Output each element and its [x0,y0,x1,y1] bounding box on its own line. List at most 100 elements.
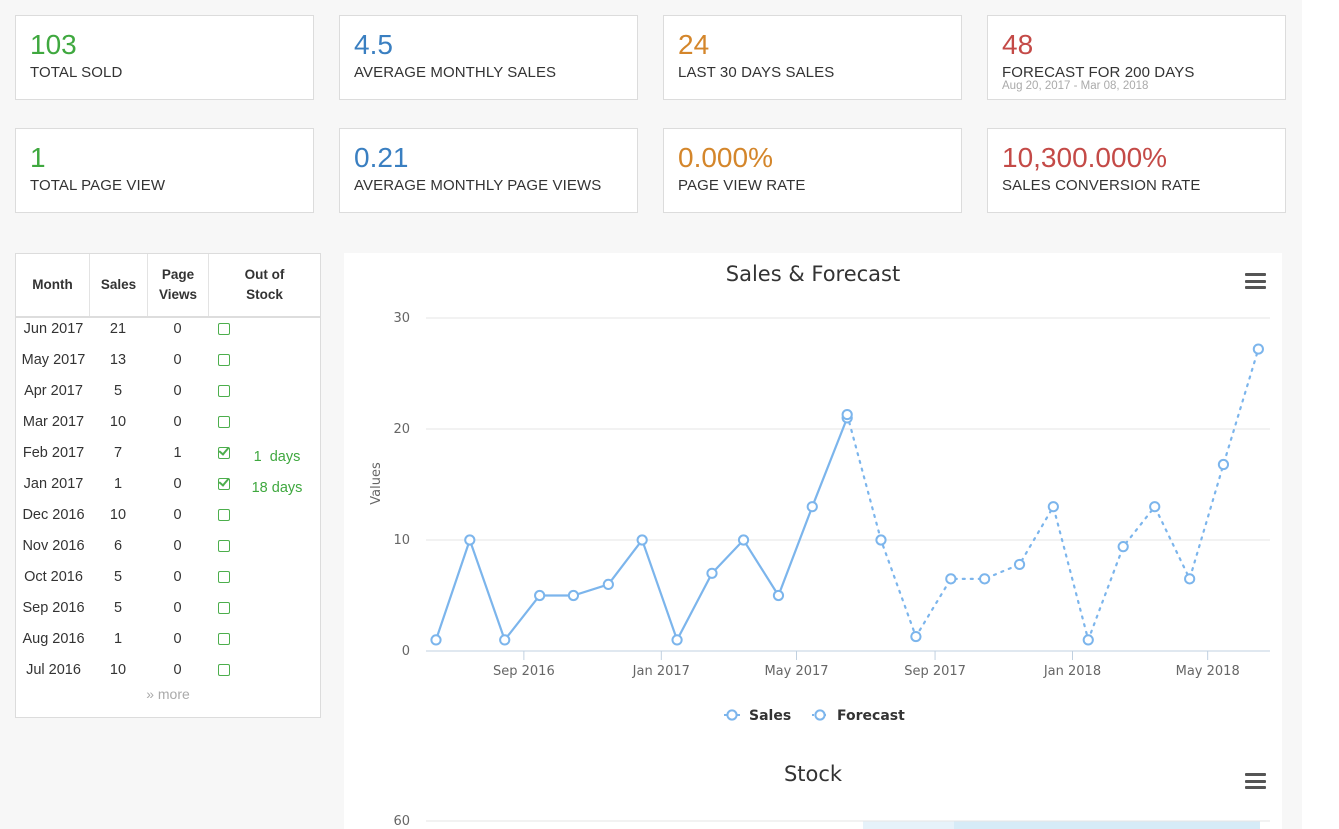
data-point-sales[interactable] [430,634,442,646]
stat-value: 4.5 [354,29,393,60]
series-line-sales [434,416,849,643]
cell-month: Oct 2016 [24,569,83,585]
stat-card-forecast: 48 FORECAST FOR 200 DAYS Aug 20, 2017 - … [987,15,1286,100]
data-point-forecast[interactable] [979,573,991,585]
unchecked-icon [218,633,230,645]
data-point-sales[interactable] [602,578,614,590]
unchecked-icon [218,385,230,397]
legend-label: Sales [749,708,791,724]
double-chevron-down-icon: » [146,686,154,702]
column-header-out-of-stock[interactable]: Out of Stock [208,254,320,316]
column-header-sales[interactable]: Sales [89,254,147,316]
stat-label: TOTAL PAGE VIEW [30,177,166,194]
data-point-forecast[interactable] [1013,558,1026,571]
cell-sales: 21 [109,321,127,337]
stat-card-page-view-rate: 0.000% PAGE VIEW RATE [663,128,962,213]
cell-sales: 5 [113,569,123,585]
data-point-sales[interactable] [737,534,750,546]
data-point-forecast[interactable] [910,630,922,643]
cell-page-views: 0 [173,414,182,430]
data-point-forecast[interactable] [1082,634,1094,646]
cell-month: Jan 2017 [23,476,84,492]
x-tick-label: May 2017 [764,664,828,679]
cell-month: Aug 2016 [22,631,85,647]
cell-page-views: 0 [173,476,182,492]
data-point-sales[interactable] [671,634,683,646]
y-tick-label: 0 [402,644,410,659]
column-header-month[interactable]: Month [32,277,73,292]
stat-card-sales-conversion-rate: 10,300.000% SALES CONVERSION RATE [987,128,1286,213]
legend-item-sales[interactable]: Sales [724,708,791,724]
data-point-forecast[interactable] [1184,573,1196,585]
cell-sales: 10 [109,662,127,678]
x-tick-label: Jan 2017 [632,664,690,679]
unchecked-icon [218,323,230,335]
stat-value: 103 [30,29,77,60]
stat-label: FORECAST FOR 200 DAYS [1002,64,1195,81]
data-point-forecast[interactable] [1149,501,1161,513]
series-line-forecast [846,347,1260,644]
more-label: more [157,686,190,702]
legend-symbol-marker [814,709,826,721]
stat-label: AVERAGE MONTHLY PAGE VIEWS [354,177,602,194]
stock-chart-title: Stock [783,762,843,786]
data-point-sales[interactable] [534,589,546,602]
stat-label: LAST 30 DAYS SALES [678,64,835,81]
y-axis-label: Values [369,462,384,505]
unchecked-icon [218,540,230,552]
legend-symbol-marker [726,709,738,721]
cell-month: Sep 2016 [22,600,85,616]
data-point-forecast[interactable] [1117,541,1129,553]
cell-sales: 1 [113,476,123,492]
column-header-page-views[interactable]: Page Views [147,254,208,316]
data-point-sales[interactable] [772,589,785,602]
unchecked-icon [218,354,230,366]
table-row: Aug 2016 1 0 [16,626,320,657]
table-row: Oct 2016 5 0 [16,564,320,595]
unchecked-icon [218,509,230,521]
x-tick-label: Jan 2018 [1043,664,1101,679]
unchecked-icon [218,416,230,428]
table-header: Month Sales Page Views Out of Stock [16,254,320,318]
table-row: Mar 2017 10 0 [16,409,320,440]
table-row: Dec 2016 10 0 [16,502,320,533]
table-row: Jun 2017 21 0 [16,316,320,347]
data-point-sales[interactable] [567,589,580,602]
legend-item-forecast[interactable]: Forecast [812,708,905,724]
table-row: Feb 2017 7 1 1 days [16,440,320,471]
stat-card-total-sold: 103 TOTAL SOLD [15,15,314,100]
stat-value: 48 [1002,29,1034,60]
table-row: Apr 2017 5 0 [16,378,320,409]
cell-page-views: 0 [173,507,182,523]
cell-month: Jun 2017 [23,321,84,337]
hamburger-menu-icon[interactable] [1245,273,1266,289]
data-point-forecast[interactable] [1217,458,1230,471]
hamburger-menu-icon[interactable] [1245,773,1266,789]
data-point-forecast[interactable] [841,408,853,421]
data-point-sales[interactable] [636,534,648,546]
data-point-sales[interactable] [499,634,511,646]
cell-month: Nov 2016 [22,538,85,554]
table-row: Sep 2016 5 0 [16,595,320,626]
x-tick-label: May 2018 [1176,664,1240,679]
data-point-sales[interactable] [464,534,476,546]
table-row: Jan 2017 1 0 18 days [16,471,320,502]
data-point-forecast[interactable] [945,573,957,585]
more-link[interactable]: » more [16,686,320,702]
chart-panel: Sales & Forecast 0 10 20 30 Sep 2016 Jan 2017… [344,253,1282,829]
cell-sales: 13 [109,352,127,368]
stat-label: TOTAL SOLD [30,64,123,81]
data-point-forecast[interactable] [1252,343,1264,355]
cell-page-views: 0 [173,321,182,337]
legend-label: Forecast [837,708,905,724]
stat-value: 10,300.000% [1002,142,1168,173]
data-point-forecast[interactable] [875,534,887,546]
data-point-forecast[interactable] [1047,501,1059,513]
cell-month: Apr 2017 [24,383,83,399]
cell-sales: 10 [109,507,127,523]
stat-date-range: Aug 20, 2017 - Mar 08, 2018 [1002,80,1149,92]
data-point-sales[interactable] [806,501,818,513]
data-point-sales[interactable] [706,567,718,579]
cell-out-of-stock-days: 18 days [251,480,303,496]
cell-page-views: 1 [173,445,182,461]
